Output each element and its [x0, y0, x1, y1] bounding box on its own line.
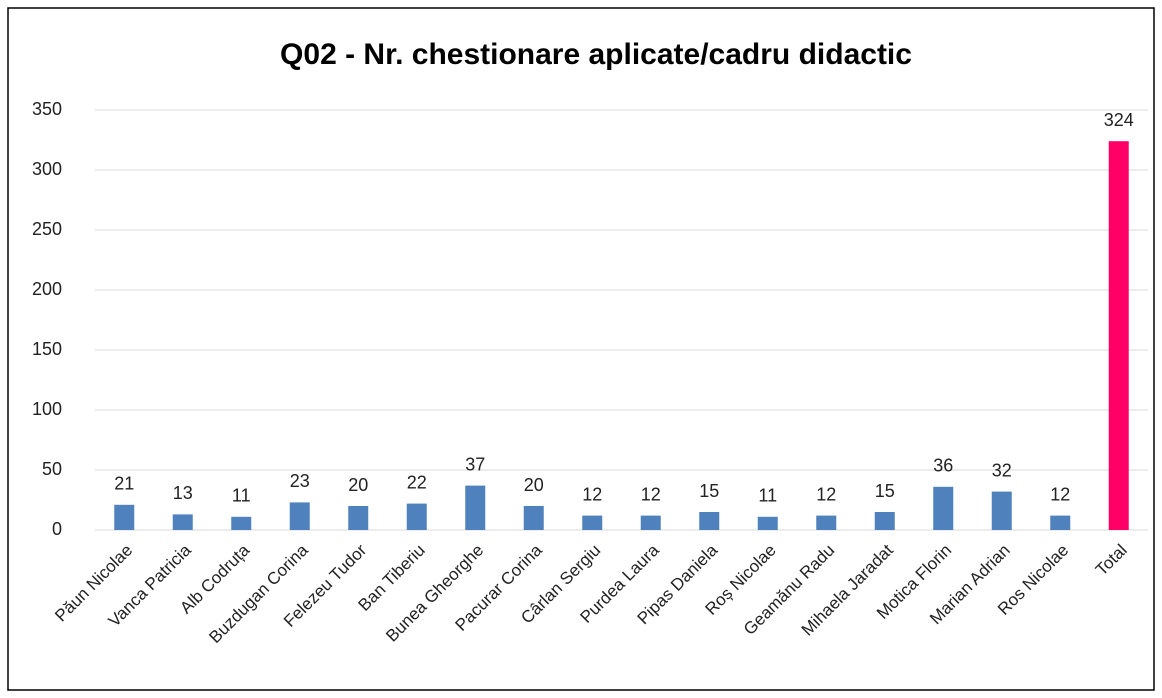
bar [874, 512, 895, 530]
y-tick-label: 250 [32, 219, 62, 239]
value-label: 12 [582, 484, 602, 504]
y-tick-label: 0 [52, 519, 62, 539]
value-label: 23 [290, 471, 310, 491]
bar [757, 516, 778, 530]
bar [1050, 515, 1071, 530]
bar [582, 515, 603, 530]
value-label: 36 [933, 456, 953, 476]
bar [114, 504, 135, 530]
value-label: 20 [524, 475, 544, 495]
y-tick-label: 300 [32, 159, 62, 179]
bar [699, 512, 720, 530]
value-label: 20 [348, 475, 368, 495]
bar [933, 486, 954, 530]
bar [465, 485, 486, 530]
y-tick-label: 150 [32, 339, 62, 359]
value-label: 22 [407, 472, 427, 492]
bar [816, 515, 837, 530]
value-label: 21 [114, 474, 134, 494]
value-label: 37 [465, 454, 485, 474]
y-tick-label: 350 [32, 99, 62, 119]
value-label: 15 [699, 481, 719, 501]
y-tick-label: 200 [32, 279, 62, 299]
value-label: 13 [173, 483, 193, 503]
value-label: 11 [232, 486, 251, 506]
chart-title: Q02 - Nr. chestionare aplicate/cadru did… [280, 38, 912, 71]
bar [289, 502, 310, 530]
value-label: 12 [816, 484, 836, 504]
value-label: 12 [1050, 484, 1070, 504]
value-label: 12 [641, 484, 661, 504]
bar [1108, 141, 1129, 530]
bar [406, 503, 427, 530]
bar [991, 491, 1012, 530]
bar [348, 506, 369, 530]
value-label: 324 [1104, 110, 1134, 130]
bar [172, 514, 193, 530]
value-label: 11 [758, 486, 777, 506]
chart-frame [7, 7, 1155, 691]
y-tick-label: 50 [42, 459, 62, 479]
value-label: 15 [875, 481, 895, 501]
bar [640, 515, 661, 530]
value-label: 32 [992, 460, 1012, 480]
bar [523, 506, 544, 530]
y-tick-label: 100 [32, 399, 62, 419]
bar [231, 516, 252, 530]
